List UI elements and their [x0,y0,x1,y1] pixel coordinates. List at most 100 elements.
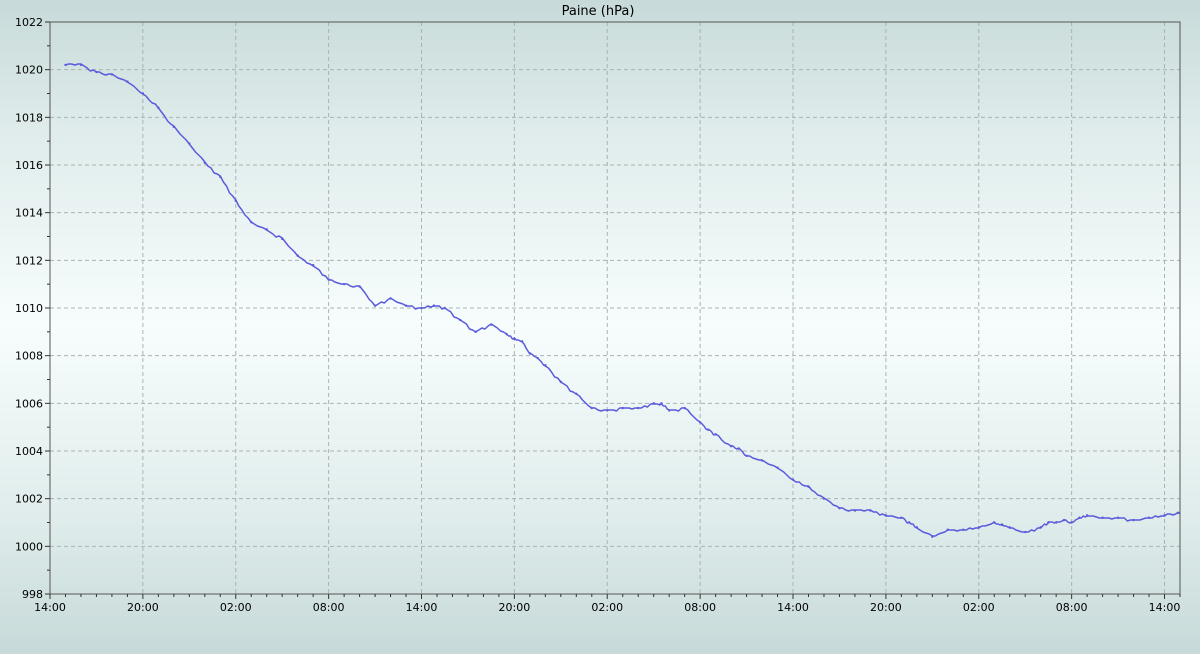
data-point [1062,518,1066,522]
y-tick-label: 1014 [15,207,43,220]
data-point [884,514,888,517]
data-point [660,402,663,405]
data-point [807,485,810,488]
x-axis: 14:00 20:00 02:00 08:00 14:00 20:00 02:00 08:00… [34,594,1181,614]
data-point [907,521,911,524]
data-point [420,306,423,310]
x-tick-label: 20:00 [127,601,159,614]
data-point [219,175,222,179]
data-point [1039,526,1042,529]
data-point [1008,526,1011,529]
y-tick-label: 1010 [15,302,43,315]
x-tick-label: 02:00 [220,601,252,614]
data-point [575,392,578,395]
y-tick-label: 1000 [15,540,43,553]
y-tick-label: 1020 [15,64,43,77]
x-tick-label: 08:00 [313,601,345,614]
data-point [915,526,919,529]
x-tick-label: 02:00 [963,601,995,614]
data-point [822,497,826,500]
data-point [1070,521,1073,524]
data-point [737,447,741,450]
data-point [977,526,980,529]
y-tick-label: 1022 [15,16,43,29]
data-point [234,199,237,202]
data-point [188,142,191,145]
data-point [520,340,524,343]
data-point [1177,511,1180,515]
data-point [79,63,83,67]
data-point [172,125,176,129]
data-point [157,106,160,110]
y-tick-label: 998 [22,588,43,601]
data-point [1116,516,1120,519]
data-point [544,364,547,367]
data-point [327,278,330,281]
series-layer [64,63,1180,538]
data-point [141,92,145,95]
data-point [311,263,315,267]
data-point [95,70,98,74]
x-tick-label: 08:00 [1056,601,1088,614]
data-point [637,406,640,410]
data-point [459,318,462,322]
data-point [559,380,563,384]
data-point [1024,530,1027,534]
y-tick-label: 1004 [15,445,43,458]
data-point [64,63,67,67]
data-point [1078,516,1081,519]
y-tick-label: 1006 [15,397,43,410]
data-point [791,478,795,481]
data-point [265,228,268,231]
x-tick-label: 08:00 [684,601,716,614]
data-point [296,254,299,257]
data-point [606,409,609,412]
y-tick-label: 1016 [15,159,43,172]
data-point [900,516,903,519]
data-point [432,304,436,307]
data-point [474,330,477,334]
data-point [714,433,717,436]
data-point [962,528,965,531]
grid-lines [50,22,1180,594]
x-tick-label: 14:00 [1149,601,1181,614]
data-point [203,161,206,164]
data-point [621,406,624,410]
data-point [706,428,710,431]
data-point [280,237,284,241]
data-point [946,528,950,531]
x-tick-label: 20:00 [499,601,531,614]
data-point [358,285,361,288]
data-point [342,282,346,286]
data-point [993,521,996,524]
x-tick-label: 14:00 [34,601,66,614]
data-point [1132,518,1135,522]
x-tick-label: 14:00 [777,601,809,614]
data-point [869,509,872,512]
data-point [652,402,655,405]
data-point [1085,514,1089,517]
data-point [1047,521,1050,524]
data-point [698,421,702,424]
data-point [667,409,671,412]
data-point [389,297,392,300]
data-point [373,304,377,307]
data-point [853,509,857,512]
data-point [489,323,493,326]
data-point [776,466,779,469]
data-point [505,333,508,336]
x-tick-label: 14:00 [406,601,438,614]
y-tick-label: 1008 [15,350,43,363]
data-point [590,406,593,410]
data-point [1163,514,1166,517]
data-point [1000,523,1004,527]
data-point [250,221,253,224]
y-tick-label: 1012 [15,254,43,267]
y-tick-label: 1018 [15,111,43,124]
data-point [1147,516,1151,519]
chart-title: Paine (hPa) [562,4,635,19]
series-line [65,63,1179,537]
data-point [536,356,539,360]
